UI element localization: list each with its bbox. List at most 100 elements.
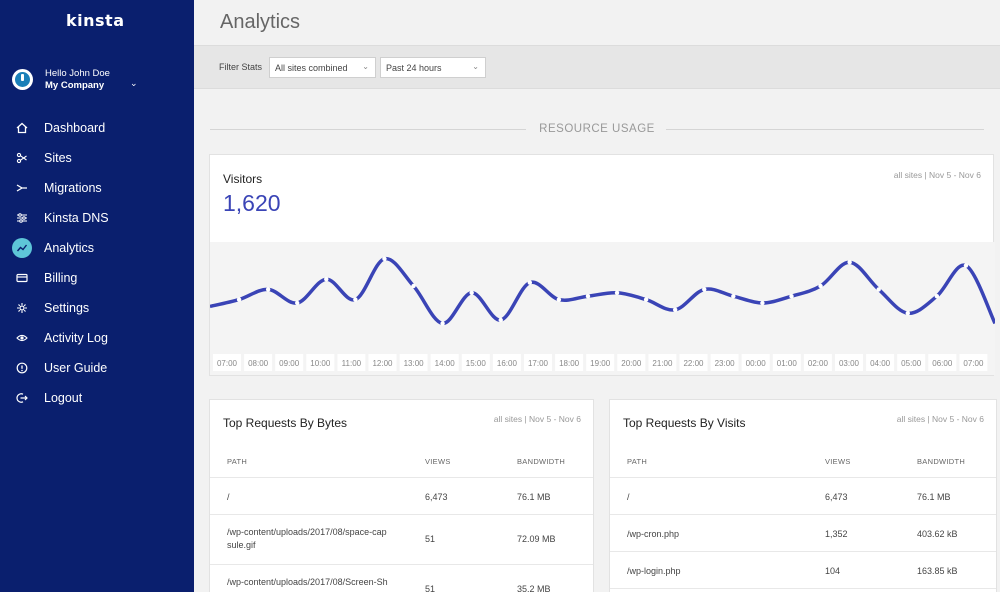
- data-point[interactable]: [556, 297, 562, 302]
- x-tick-box: [710, 354, 739, 371]
- sidebar-item-label: Billing: [44, 271, 78, 285]
- chevron-down-icon: ⌄: [362, 62, 369, 71]
- data-point[interactable]: [469, 290, 474, 295]
- x-tick-label: 08:00: [248, 359, 269, 368]
- visitors-card: Visitors all sites | Nov 5 - Nov 6 1,620…: [209, 154, 995, 376]
- data-point[interactable]: [760, 300, 765, 306]
- sidebar-item-kinsta-dns[interactable]: Kinsta DNS: [0, 203, 194, 233]
- data-point[interactable]: [847, 260, 852, 265]
- x-tick-box: [461, 354, 490, 371]
- data-point[interactable]: [411, 283, 416, 289]
- cell-path: /: [627, 492, 630, 502]
- x-tick-box: [555, 354, 584, 371]
- cell-path: /wp-content/uploads/2017/08/space-cap: [227, 527, 387, 537]
- sidebar-item-migrations[interactable]: Migrations: [0, 173, 194, 203]
- period-select[interactable]: Past 24 hours ⌄: [380, 57, 486, 78]
- sidebar-item-activity-log[interactable]: Activity Log: [0, 323, 194, 353]
- data-point[interactable]: [585, 294, 591, 299]
- data-point[interactable]: [876, 287, 881, 292]
- x-tick-box: [275, 354, 304, 371]
- visitors-meta: all sites | Nov 5 - Nov 6: [893, 170, 981, 180]
- table-row[interactable]: / 6,473 76.1 MB: [210, 479, 593, 515]
- data-point[interactable]: [236, 297, 242, 302]
- card-title: Top Requests By Bytes: [223, 416, 348, 430]
- data-point[interactable]: [265, 287, 271, 292]
- x-tick-box: [213, 354, 241, 371]
- table-row[interactable]: /wp-cron.php 1,352 403.62 kB: [610, 516, 996, 552]
- sites-select[interactable]: All sites combined ⌄: [269, 57, 376, 78]
- column-header-path: PATH: [227, 457, 248, 466]
- data-point[interactable]: [614, 290, 620, 295]
- sidebar-item-label: User Guide: [44, 361, 108, 375]
- visitors-chart-svg: 07:00 08:00 09:00 10:00 11:00 12:00 13:00 14:00…: [210, 256, 995, 371]
- kinsta-logo[interactable]: kinsta: [66, 11, 125, 30]
- account-company: My Company: [45, 80, 105, 91]
- data-point[interactable]: [905, 311, 910, 316]
- cell-views: 104: [825, 566, 841, 576]
- data-point[interactable]: [353, 297, 358, 302]
- x-tick-box: [866, 354, 895, 371]
- table-row[interactable]: /wp-login.php 104 163.85 kB: [610, 553, 996, 589]
- sites-icon: [13, 149, 31, 167]
- data-point[interactable]: [382, 256, 387, 261]
- x-tick-label: 13:00: [404, 359, 425, 368]
- x-tick-label: 22:00: [683, 359, 704, 368]
- data-point[interactable]: [818, 283, 823, 289]
- data-point[interactable]: [672, 307, 678, 312]
- x-tick-label: 06:00: [932, 359, 953, 368]
- section-header: RESOURCE USAGE: [208, 121, 986, 139]
- data-point[interactable]: [498, 317, 503, 323]
- x-tick-label: 05:00: [901, 359, 922, 368]
- chevron-down-icon[interactable]: ⌄: [130, 78, 138, 88]
- cell-views: 1,352: [825, 529, 848, 539]
- visitors-title: Visitors: [223, 172, 263, 186]
- visitors-chart: 07:00 08:00 09:00 10:00 11:00 12:00 13:00 14:00…: [210, 242, 995, 375]
- sidebar-item-label: Migrations: [44, 181, 102, 195]
- table-header: PATH VIEWS BANDWIDTH: [210, 446, 593, 478]
- divider: [666, 129, 984, 130]
- data-point[interactable]: [731, 294, 736, 299]
- data-point[interactable]: [440, 321, 445, 326]
- data-point[interactable]: [789, 294, 794, 299]
- logout-icon: [13, 389, 31, 407]
- x-tick-label: 17:00: [528, 359, 549, 368]
- x-tick-box: [306, 354, 335, 371]
- table-row[interactable]: /wp-content/uploads/2017/08/Screen-Sh 51…: [210, 566, 593, 592]
- x-tick-label: 23:00: [715, 359, 736, 368]
- x-tick-label: 19:00: [590, 359, 611, 368]
- sidebar-item-label: Settings: [44, 301, 90, 315]
- table-row[interactable]: / 6,473 76.1 MB: [610, 479, 996, 515]
- sidebar-item-logout[interactable]: Logout: [0, 383, 194, 413]
- column-header-bandwidth: BANDWIDTH: [517, 457, 566, 466]
- sidebar-item-label: Logout: [44, 391, 83, 405]
- sidebar-item-dashboard[interactable]: Dashboard: [0, 113, 194, 143]
- x-tick-label: 00:00: [746, 359, 767, 368]
- sidebar-item-analytics[interactable]: Analytics: [0, 233, 194, 263]
- sidebar-item-billing[interactable]: Billing: [0, 263, 194, 293]
- section-title: RESOURCE USAGE: [539, 123, 655, 135]
- account-switcher[interactable]: Hello John Doe My Company ⌄: [12, 67, 182, 93]
- info-icon: [13, 359, 31, 377]
- sidebar-item-user-guide[interactable]: User Guide: [0, 353, 194, 383]
- data-point[interactable]: [527, 280, 533, 285]
- period-select-value: Past 24 hours: [386, 63, 442, 73]
- chevron-down-icon: ⌄: [472, 62, 479, 71]
- data-point[interactable]: [934, 294, 940, 299]
- data-point[interactable]: [324, 277, 329, 282]
- cell-path: /wp-cron.php: [627, 529, 680, 539]
- card-meta: all sites | Nov 5 - Nov 6: [896, 414, 984, 424]
- data-point[interactable]: [963, 263, 969, 268]
- sidebar-item-label: Dashboard: [44, 121, 106, 135]
- x-tick-label: 03:00: [839, 359, 860, 368]
- sidebar-item-settings[interactable]: Settings: [0, 293, 194, 323]
- x-tick-label: 04:00: [870, 359, 891, 368]
- data-point[interactable]: [702, 287, 707, 292]
- cell-path: /: [227, 492, 230, 502]
- table-row[interactable]: /wp-content/uploads/2017/08/space-cap su…: [210, 516, 593, 565]
- x-tick-box: [897, 354, 926, 371]
- data-point[interactable]: [295, 300, 300, 306]
- x-tick-box: [244, 354, 273, 371]
- data-point[interactable]: [643, 297, 649, 302]
- sidebar-item-sites[interactable]: Sites: [0, 143, 194, 173]
- x-tick-box: [835, 354, 863, 371]
